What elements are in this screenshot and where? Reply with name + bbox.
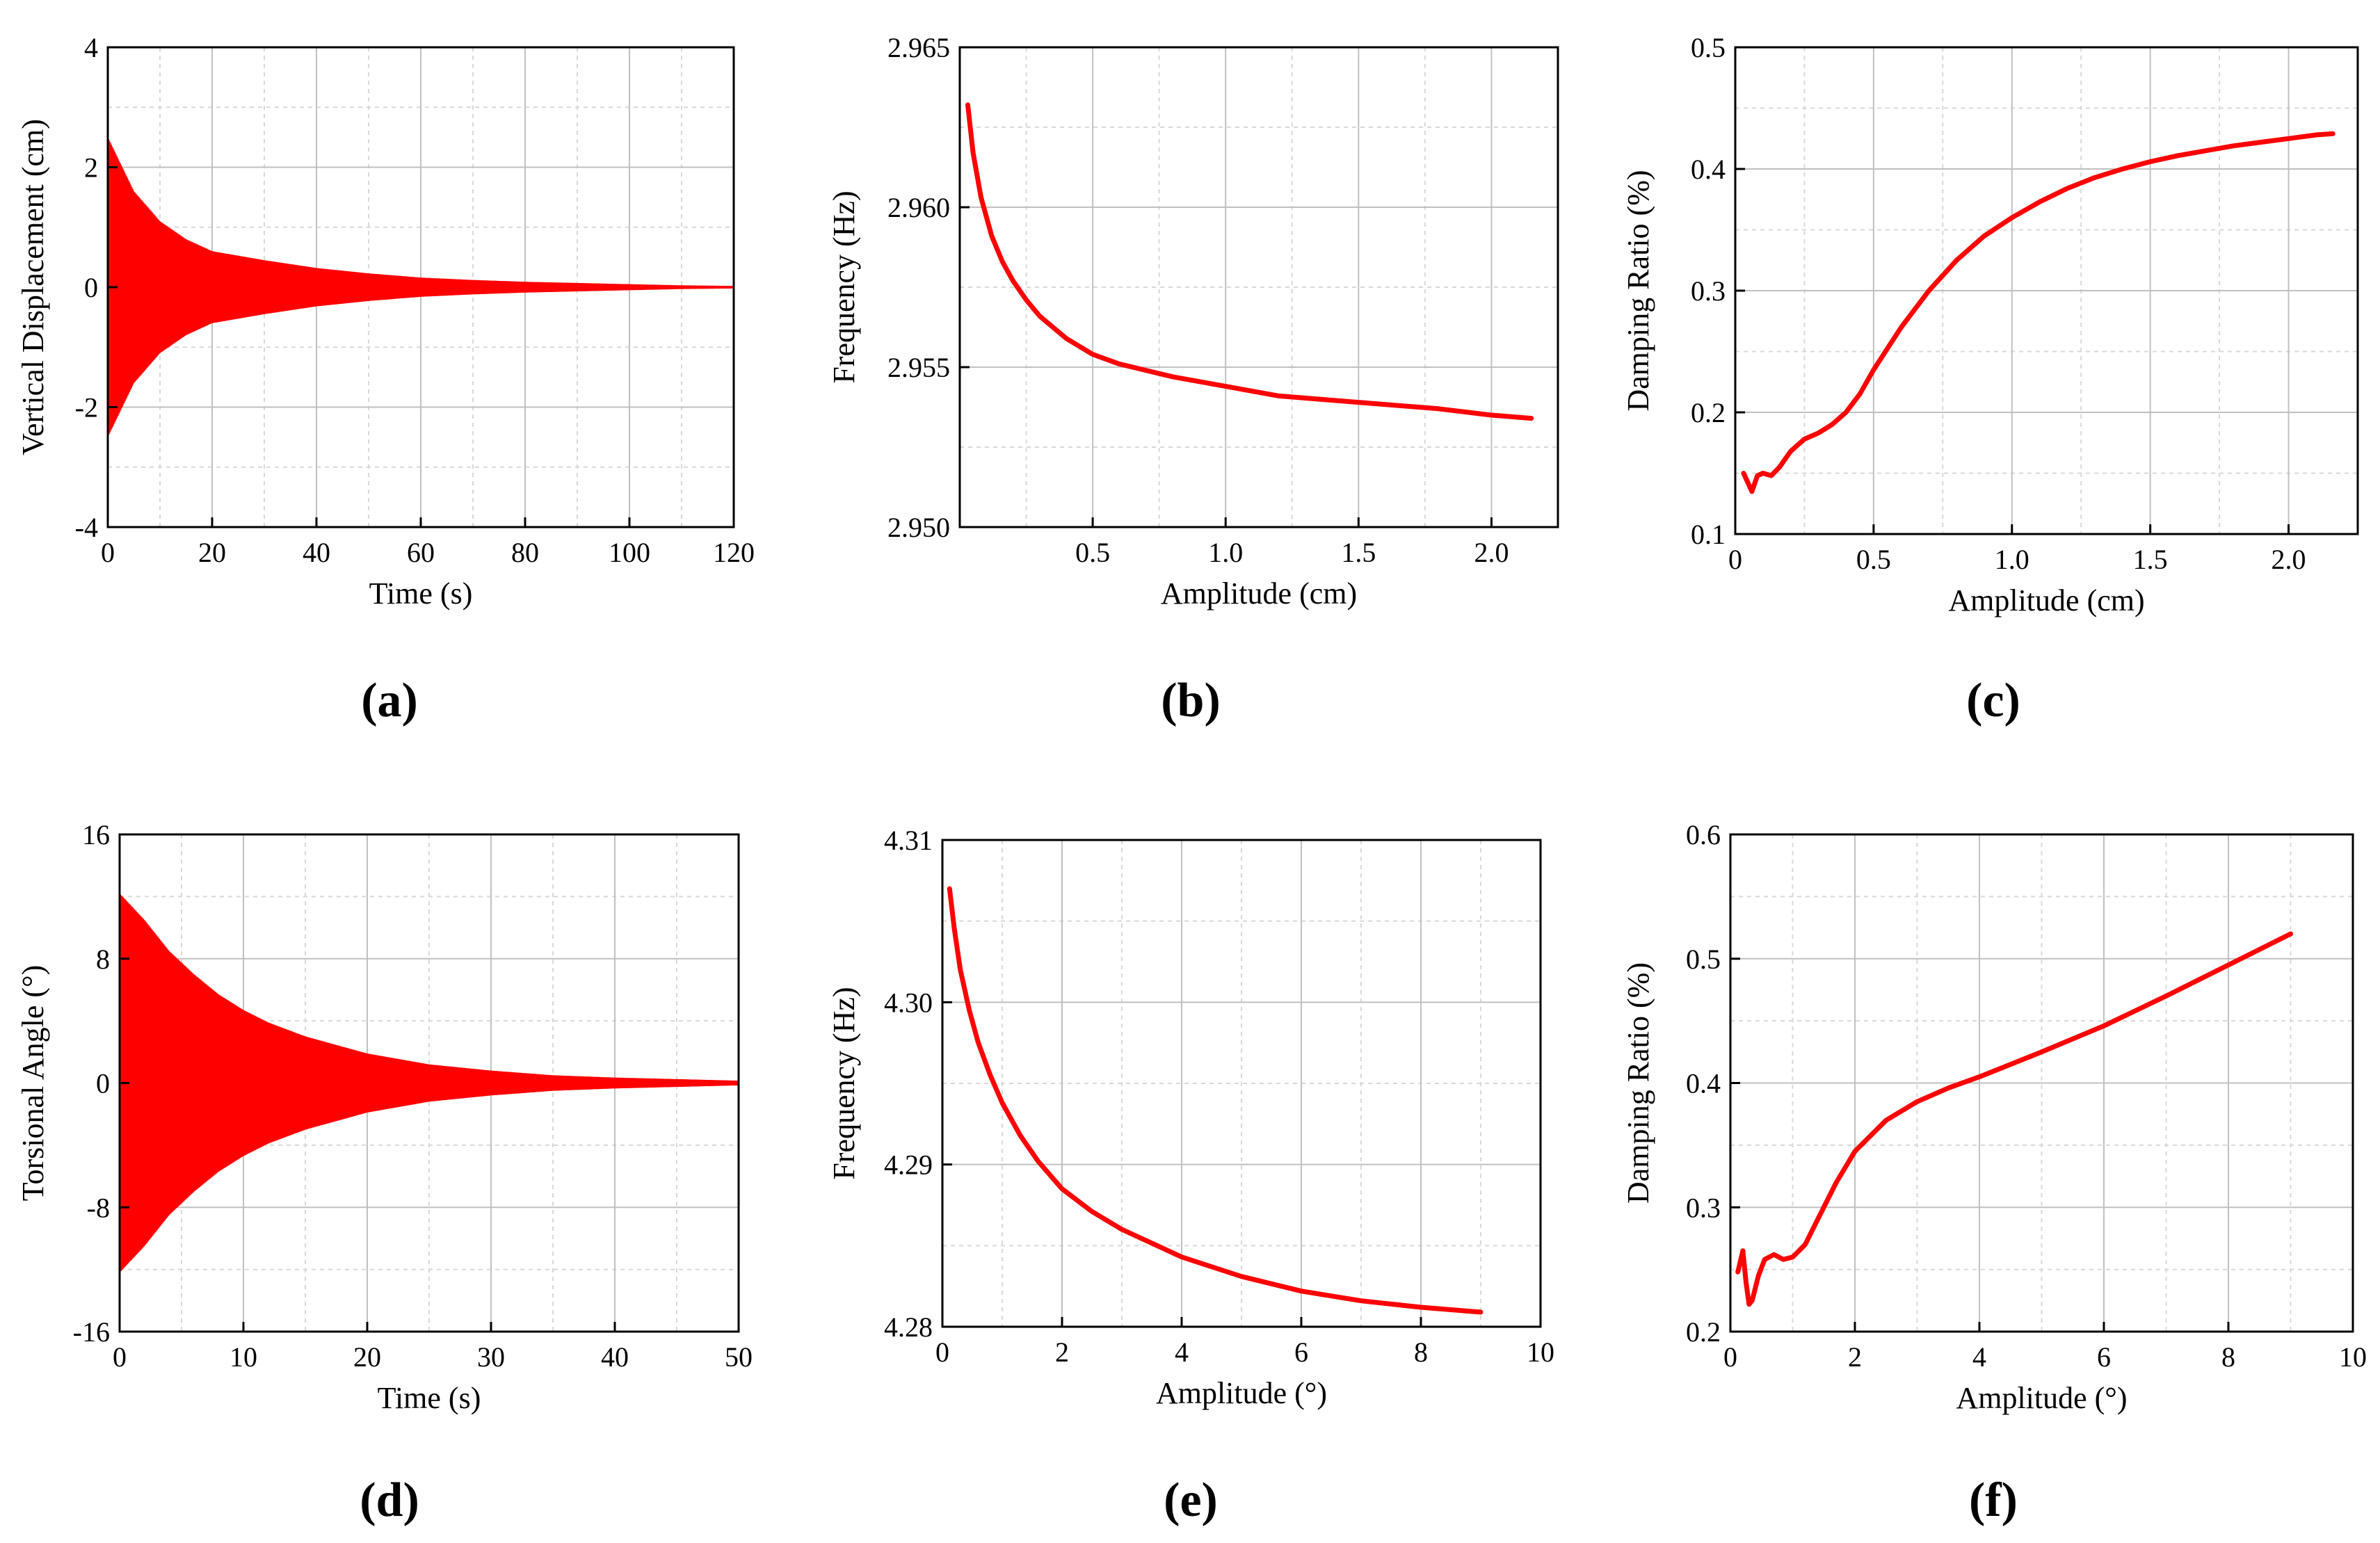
x-tick-label: 60 [407,537,435,568]
y-tick-label: 0.4 [1686,1068,1721,1099]
x-tick-label: 120 [713,537,755,568]
x-tick-label: 6 [2097,1341,2111,1373]
x-tick-label: 80 [511,537,539,568]
x-tick-label: 2.0 [2272,544,2306,575]
x-tick-label: 1.5 [2133,544,2168,575]
y-tick-label: -2 [75,392,98,423]
series-line-c [1741,131,2335,494]
x-tick-label: 0.5 [1075,537,1110,568]
y-tick-label: 2.955 [887,352,950,383]
y-tick-label: 0 [84,272,98,303]
y-tick-label: 2.950 [887,512,950,543]
y-tick-label: 0.3 [1686,1192,1721,1223]
y-axis-title: Damping Ratio (%) [1621,962,1655,1204]
chart-panel-e: 0 2 4 6 8 10 4.28 4.29 4.30 4.31 Amplitude (°) Freq… [827,825,1554,1527]
y-tick-label: -8 [87,1192,110,1223]
y-tick-label: 0.2 [1686,1316,1721,1348]
x-tick-label: 30 [477,1341,505,1373]
y-tick-label: -4 [75,512,98,543]
y-axis-title: Frequency (Hz) [827,987,861,1179]
x-tick-label: 10 [1527,1336,1554,1368]
y-tick-label: 2.965 [887,32,950,63]
y-axis-title: Vertical Displacement (cm) [16,119,50,455]
y-tick-label: 4.29 [884,1149,933,1181]
y-tick-label: 2 [84,152,98,184]
x-tick-label: 10 [2339,1341,2367,1373]
y-tick-label: 0.5 [1686,944,1721,975]
y-tick-label: 0.3 [1691,275,1726,307]
x-tick-label: 20 [198,537,226,568]
y-tick-label: 0 [96,1068,110,1099]
y-tick-label: 8 [96,944,110,975]
y-tick-label: 16 [82,819,110,850]
x-tick-label: 2.0 [1474,537,1509,568]
x-tick-label: 0 [101,537,115,568]
x-tick-label: 8 [1414,1336,1428,1368]
chart-panel-f: 0 2 4 6 8 10 0.2 0.3 0.4 0.5 0.6 Amplitude (°) Dampi… [1621,819,2367,1527]
plot-frame [941,839,1542,1328]
x-tick-label: 2 [1848,1341,1862,1373]
x-axis-title: Time (s) [378,1381,481,1415]
panel-label-d: (d) [360,1473,419,1527]
x-tick-label: 0 [1728,544,1742,575]
panel-label-a: (a) [361,674,418,727]
x-axis-title: Amplitude (cm) [1161,576,1357,611]
panel-label-e: (e) [1164,1473,1218,1527]
x-axis-title: Time (s) [369,576,473,611]
plot-frame [958,46,1559,528]
x-tick-label: 4 [1972,1341,1986,1373]
x-tick-label: 0 [1723,1341,1737,1373]
series-line-f [1735,931,2293,1307]
x-axis-title: Amplitude (cm) [1948,583,2144,617]
x-tick-label: 8 [2221,1341,2235,1373]
y-tick-label: 2.960 [887,192,950,223]
x-tick-label: 100 [609,537,650,568]
y-tick-label: -16 [73,1316,110,1348]
y-tick-label: 0.1 [1691,519,1726,550]
panel-label-f: (f) [1969,1473,2018,1527]
x-tick-label: 6 [1294,1336,1308,1368]
y-axis-title: Frequency (Hz) [827,191,861,383]
y-tick-label: 0.2 [1691,397,1726,428]
x-tick-label: 1.0 [1208,537,1243,568]
y-axis-title: Damping Ratio (%) [1621,170,1655,411]
chart-panel-b: 0.5 1.0 1.5 2.0 2.950 2.955 2.960 2.965 Amplitud… [827,32,1559,727]
chart-panel-c: 0 0.5 1.0 1.5 2.0 0.1 0.2 0.3 0.4 0.5 Amplitude (c… [1621,32,2359,727]
x-tick-label: 50 [725,1341,753,1373]
panel-label-b: (b) [1161,674,1221,727]
x-tick-label: 0 [935,1336,949,1368]
y-tick-label: 4.28 [884,1311,933,1343]
x-tick-label: 40 [601,1341,629,1373]
x-tick-label: 0.5 [1856,544,1891,575]
x-tick-label: 10 [230,1341,257,1373]
x-tick-label: 1.5 [1341,537,1376,568]
x-tick-label: 1.0 [1995,544,2029,575]
x-tick-label: 0 [113,1341,127,1373]
y-tick-label: 4 [84,32,98,63]
x-tick-label: 20 [353,1341,381,1373]
x-axis-title: Amplitude (°) [1156,1376,1327,1410]
y-tick-label: 0.6 [1686,819,1721,850]
chart-panel-a: 0 20 40 60 80 100 120 -4 -2 0 2 4 Time (s) Vertical D… [16,32,755,727]
y-tick-label: 4.31 [884,825,933,856]
panel-label-c: (c) [1966,674,2020,727]
series-line-b [965,102,1534,421]
chart-panel-d: 0 10 20 30 40 50 -16 -8 0 8 16 Time (s) Torsional An… [16,819,753,1527]
y-tick-label: 4.30 [884,987,933,1018]
x-tick-label: 2 [1055,1336,1069,1368]
x-tick-label: 40 [303,537,330,568]
y-axis-title: Torsional Angle (°) [16,965,50,1202]
series-line-e [947,886,1484,1315]
x-axis-title: Amplitude (°) [1956,1381,2127,1415]
x-tick-label: 4 [1175,1336,1189,1368]
series-line-d [119,893,739,1273]
y-tick-label: 0.5 [1691,32,1726,63]
series-line-a [107,137,734,437]
y-tick-label: 0.4 [1691,154,1726,185]
